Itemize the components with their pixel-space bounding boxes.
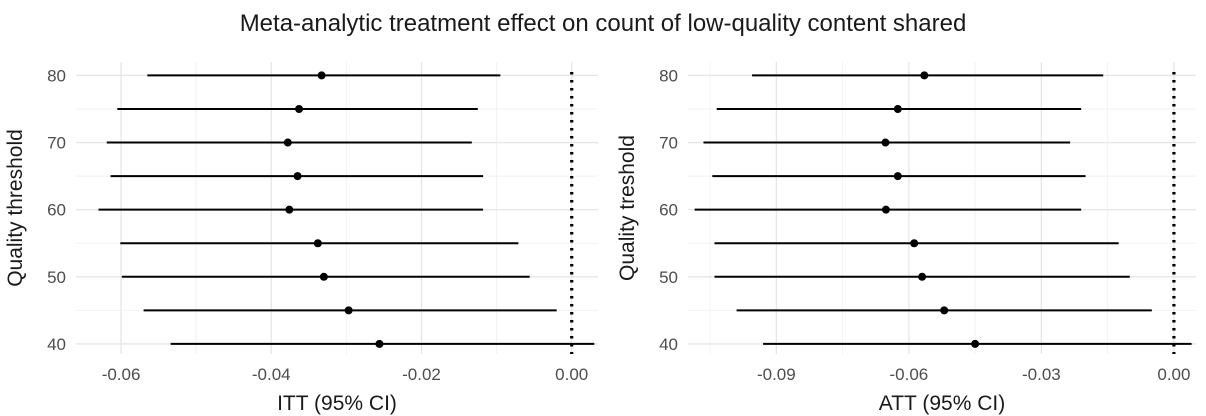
panel-1-x-tick-label: -0.02 bbox=[402, 365, 441, 384]
panel-1-x-tick-label: -0.04 bbox=[252, 365, 291, 384]
panel-1-estimate-point bbox=[293, 172, 302, 181]
panel-2-estimate-point bbox=[893, 104, 902, 113]
panel-1-y-tick-label: 50 bbox=[47, 268, 66, 287]
panel-2-x-tick-label: 0.00 bbox=[1157, 365, 1190, 384]
panel-2-x-tick-label: -0.06 bbox=[889, 365, 928, 384]
panel-1-x-axis-label: ITT (95% CI) bbox=[277, 392, 397, 415]
panel-1-estimate-point bbox=[344, 306, 353, 315]
panel-2-estimate-point bbox=[881, 205, 890, 214]
panel-2-x-tick-label: -0.09 bbox=[757, 365, 796, 384]
panel-1-estimate-point bbox=[313, 239, 322, 248]
panel-1-estimate-point bbox=[317, 71, 326, 80]
panel-1-y-tick-label: 40 bbox=[47, 335, 66, 354]
panel-2-estimate-point bbox=[920, 71, 929, 80]
panel-2-estimate-point bbox=[881, 138, 890, 147]
panel-2-estimate-point bbox=[971, 339, 980, 348]
panel-1-estimate-point bbox=[283, 138, 292, 147]
panel-2-estimate-point bbox=[893, 172, 902, 181]
panel-1-estimate-point bbox=[285, 205, 294, 214]
panel-1-y-axis-label: Quality threshold bbox=[4, 129, 27, 287]
panel-1-y-tick-label: 80 bbox=[47, 66, 66, 85]
panel-1-estimate-point bbox=[295, 104, 304, 113]
panel-2-y-tick-label: 80 bbox=[659, 66, 678, 85]
chart-title: Meta-analytic treatment effect on count … bbox=[239, 10, 967, 37]
panel-2-y-axis-label: Quality treshold bbox=[616, 135, 639, 281]
panel-1-y-tick-label: 70 bbox=[47, 134, 66, 153]
panel-2-x-axis-label: ATT (95% CI) bbox=[879, 392, 1005, 415]
panel-1-estimate-point bbox=[319, 272, 328, 281]
panel-2-estimate-point bbox=[940, 306, 949, 315]
panel-1-estimate-point bbox=[375, 339, 384, 348]
panel-1-x-tick-label: -0.06 bbox=[102, 365, 141, 384]
panel-1-x-tick-label: 0.00 bbox=[555, 365, 588, 384]
panel-2-y-tick-label: 40 bbox=[659, 335, 678, 354]
panel-1-y-tick-label: 60 bbox=[47, 201, 66, 220]
panel-2-y-tick-label: 50 bbox=[659, 268, 678, 287]
panel-2-y-tick-label: 70 bbox=[659, 134, 678, 153]
panel-2-estimate-point bbox=[910, 239, 919, 248]
panel-2-estimate-point bbox=[918, 272, 927, 281]
panel-2-y-tick-label: 60 bbox=[659, 201, 678, 220]
panel-2-x-tick-label: -0.03 bbox=[1022, 365, 1061, 384]
